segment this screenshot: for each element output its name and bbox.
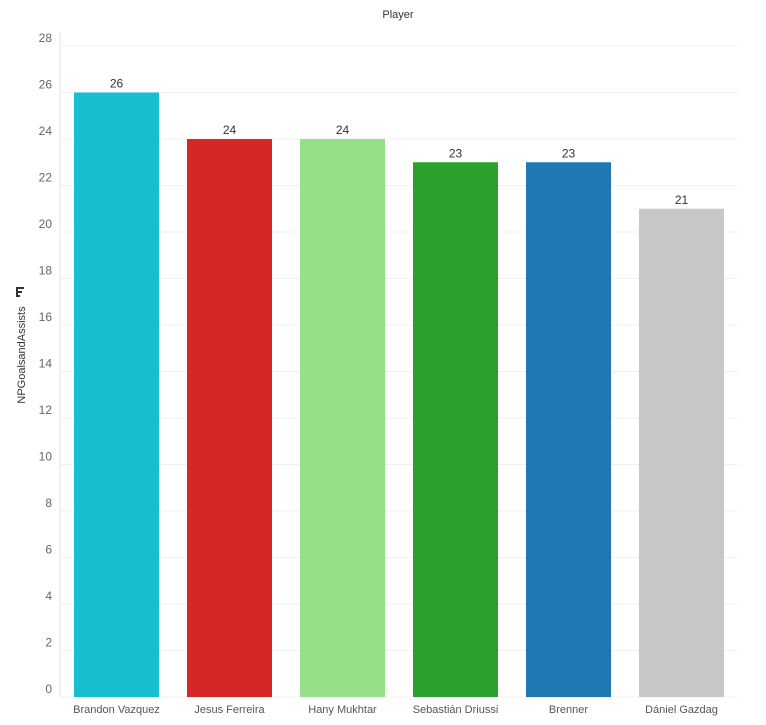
y-tick-label: 10 [39,450,53,464]
data-labels: 26 24 24 23 23 21 [110,77,689,207]
bar-value-label: 23 [449,146,463,160]
sort-icon[interactable] [16,287,24,297]
x-category-label: Hany Mukhtar [308,704,377,716]
y-tick-label: 26 [39,78,53,92]
y-tick-label: 14 [39,357,53,371]
bar[interactable] [413,162,498,697]
x-axis-categories: Brandon Vazquez Jesus Ferreira Hany Mukhta… [73,704,718,716]
y-tick-label: 4 [45,589,52,603]
bar[interactable] [187,139,272,697]
y-tick-label: 0 [45,682,52,696]
x-category-label: Jesus Ferreira [194,704,265,716]
x-category-label: Brenner [549,704,588,716]
y-tick-label: 8 [45,496,52,510]
x-category-label: Dániel Gazdag [645,704,718,716]
bar[interactable] [300,139,385,697]
bar-value-label: 23 [562,146,576,160]
x-category-label: Sebastián Driussi [413,704,499,716]
y-tick-label: 24 [39,124,53,138]
x-axis-title: Player [382,9,414,21]
bar-value-label: 21 [675,193,689,207]
y-tick-label: 18 [39,264,53,278]
y-tick-label: 2 [45,636,52,650]
bar-value-label: 26 [110,77,124,91]
bar-value-label: 24 [336,123,350,137]
bars [74,92,724,698]
bar[interactable] [639,208,724,697]
y-tick-label: 6 [45,543,52,557]
bar[interactable] [526,162,611,697]
y-tick-label: 22 [39,171,53,185]
bar-value-label: 24 [223,123,237,137]
gridlines [60,45,738,698]
y-tick-label: 28 [39,31,53,45]
y-tick-label: 16 [39,310,53,324]
x-category-label: Brandon Vazquez [73,704,160,716]
bar[interactable] [74,92,159,698]
y-axis-title-group: NPGoalsandAssists [16,306,28,404]
y-tick-label: 20 [39,217,53,231]
y-axis-title: NPGoalsandAssists [16,306,28,404]
y-tick-label: 12 [39,403,53,417]
